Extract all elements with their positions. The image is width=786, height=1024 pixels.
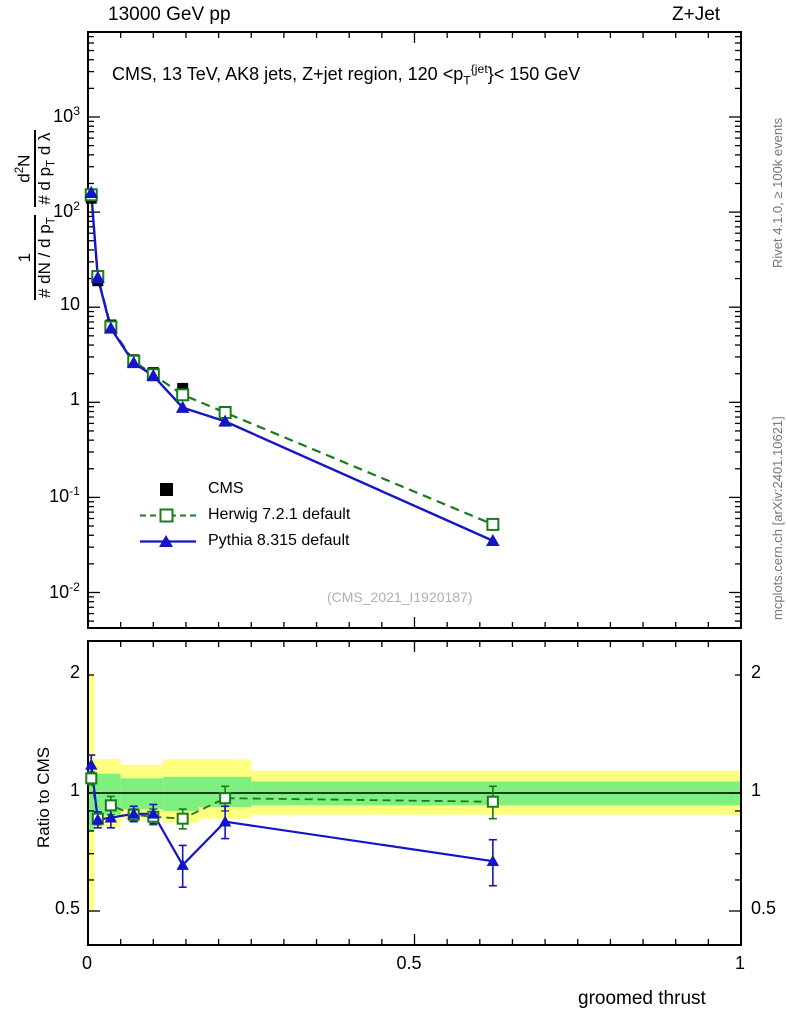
plot-title-rest: }< 150 GeV xyxy=(487,64,581,84)
data-marker-triangle xyxy=(84,185,99,198)
data-marker-open-square xyxy=(486,517,500,531)
ratio-y-tick-label-left-1: 1 xyxy=(69,780,80,800)
data-marker-triangle xyxy=(147,807,160,819)
main-y-tick-label-3: 1 xyxy=(69,389,80,410)
data-marker-triangle xyxy=(176,858,189,870)
legend-label-cms: CMS xyxy=(208,480,244,497)
data-marker-triangle xyxy=(218,414,232,427)
data-marker-open-square xyxy=(104,799,117,812)
ratio-band-inner-segment xyxy=(94,773,102,815)
data-marker-triangle xyxy=(104,811,118,823)
plot-title-sub: T xyxy=(463,73,471,88)
data-marker-triangle xyxy=(91,813,104,825)
x-tick-label-0: 0 xyxy=(82,953,93,973)
data-marker-triangle xyxy=(486,533,500,547)
data-marker-triangle xyxy=(85,758,98,770)
data-marker-triangle xyxy=(127,807,140,819)
data-marker-triangle xyxy=(90,270,105,283)
data-marker-triangle xyxy=(104,321,118,334)
data-marker-triangle xyxy=(126,356,141,369)
legend-label-pythia: Pythia 8.315 default xyxy=(208,532,350,549)
x-tick-label-1: 0.5 xyxy=(396,953,422,973)
header-right-label: Z+Jet xyxy=(672,4,721,25)
legend: CMS Herwig 7.2.1 default Pythia 8.315 de… xyxy=(140,476,350,554)
legend-label-herwig: Herwig 7.2.1 default xyxy=(208,506,351,523)
data-marker-triangle xyxy=(218,815,232,827)
ratio-band-inner-segment xyxy=(88,770,95,831)
data-marker-triangle xyxy=(146,368,161,382)
main-y-tick-label-4: 10-1 xyxy=(49,484,80,507)
legend-entry-cms[interactable]: CMS xyxy=(140,476,350,502)
data-marker-triangle xyxy=(486,854,500,866)
ratio-y-tick-label-right-0: 2 xyxy=(751,661,762,682)
legend-entry-herwig[interactable]: Herwig 7.2.1 default xyxy=(140,502,350,528)
main-y-tick-label-2: 10 xyxy=(59,294,80,315)
plot-title-sup: {jet xyxy=(470,62,488,76)
legend-marker-pythia xyxy=(140,535,196,547)
ratio-band-inner-segment xyxy=(163,776,200,811)
main-series-line-herwig xyxy=(90,194,494,526)
ratio-y-tick-label-right-1: 1 xyxy=(751,780,762,800)
ratio-y-tick-label-left-0: 2 xyxy=(69,661,80,682)
main-y-tick-label-0: 103 xyxy=(53,104,80,126)
ratio-y-tick-label-right-2: 0.5 xyxy=(751,898,777,918)
ratio-y-tick-label-left-2: 0.5 xyxy=(54,898,80,918)
data-marker-open-square xyxy=(85,772,98,785)
data-marker-open-square xyxy=(486,795,499,808)
legend-marker-cms xyxy=(160,483,173,496)
main-y-tick-label-1: 102 xyxy=(53,199,80,222)
legend-entry-pythia[interactable]: Pythia 8.315 default xyxy=(140,528,350,554)
header-left-label: 13000 GeV pp xyxy=(108,4,231,25)
data-marker-open-square xyxy=(176,388,190,402)
data-marker-open-square xyxy=(219,792,232,805)
x-axis-label: groomed thrust xyxy=(578,988,706,1009)
plot-title: CMS, 13 TeV, AK8 jets, Z+jet region, 120… xyxy=(112,62,580,88)
plot-title-main: CMS, 13 TeV, AK8 jets, Z+jet region, 120… xyxy=(112,64,464,84)
legend-marker-herwig xyxy=(140,508,196,523)
x-tick-label-2: 1 xyxy=(735,953,746,973)
data-marker-open-square xyxy=(176,812,189,825)
analysis-id-watermark: (CMS_2021_I1920187) xyxy=(327,589,473,605)
main-y-tick-label-5: 10-2 xyxy=(49,579,80,602)
data-marker-triangle xyxy=(175,400,190,413)
